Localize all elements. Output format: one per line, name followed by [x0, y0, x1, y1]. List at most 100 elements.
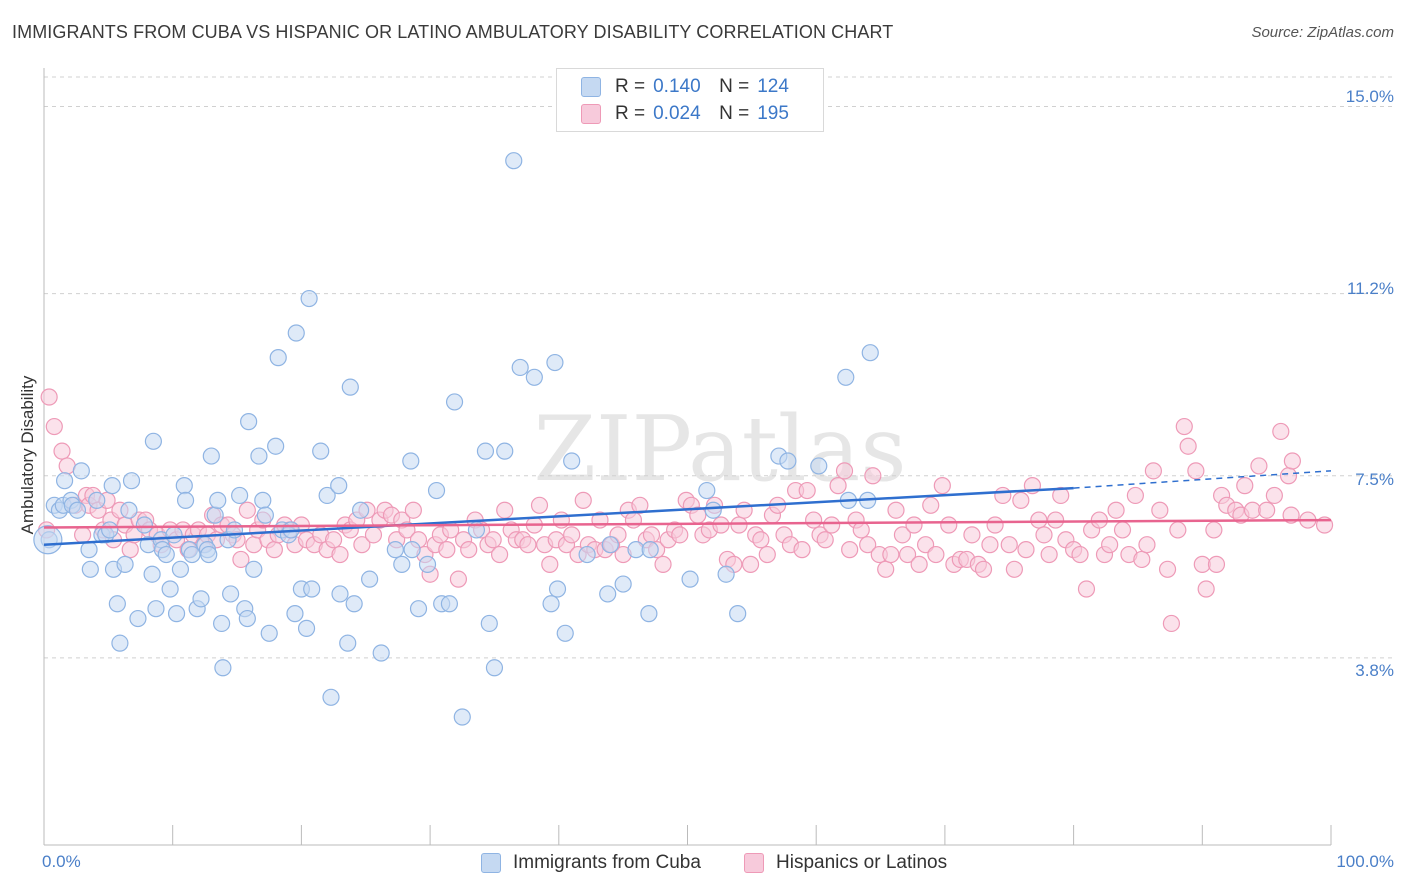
legend-label-cuba: Immigrants from Cuba	[513, 852, 701, 873]
point-hispanic-173	[1012, 491, 1030, 509]
pink-swatch-icon	[581, 104, 601, 124]
point-hispanic-76	[449, 570, 468, 588]
point-hispanic-44	[265, 541, 283, 559]
point-cuba-58	[254, 491, 272, 509]
point-cuba-38	[183, 545, 201, 564]
point-cuba-116	[704, 501, 722, 519]
point-hispanic-211	[1236, 477, 1254, 495]
point-cuba-83	[386, 541, 404, 559]
point-cuba-48	[214, 659, 232, 677]
point-cuba-87	[409, 600, 428, 618]
point-hispanic-150	[877, 560, 895, 578]
trendline-cuba	[43, 486, 1074, 546]
point-hispanic-190	[1113, 521, 1132, 539]
point-cuba-75	[330, 477, 348, 495]
point-hispanic-195	[1144, 462, 1162, 480]
point-cuba-98	[496, 442, 514, 460]
point-hispanic-152	[887, 501, 905, 519]
point-hispanic-154	[898, 545, 917, 564]
point-cuba-36	[176, 491, 195, 509]
point-cuba-109	[601, 536, 619, 554]
point-hispanic-193	[1133, 550, 1151, 569]
legend-label-hispanic: Hispanics or Latinos	[776, 852, 948, 873]
point-hispanic-84	[496, 501, 514, 519]
point-cuba-115	[698, 481, 716, 500]
point-hispanic-136	[793, 541, 811, 559]
point-hispanic-168	[981, 536, 999, 554]
point-cuba-33	[167, 605, 186, 623]
point-hispanic-158	[922, 496, 940, 514]
blue-swatch-icon	[581, 77, 601, 97]
y-tick-label-7-5: 7.5%	[1355, 470, 1394, 489]
point-hispanic-146	[852, 521, 870, 539]
x-tick-label-0: 0.0%	[42, 852, 81, 871]
point-hispanic-61	[364, 526, 383, 544]
point-cuba-97	[485, 659, 504, 677]
point-hispanic-183	[1071, 545, 1089, 564]
point-cuba-77	[339, 634, 357, 652]
point-hispanic-188	[1101, 536, 1119, 554]
point-hispanic-68	[404, 501, 422, 519]
point-cuba-106	[563, 452, 581, 470]
point-hispanic-98	[574, 491, 592, 509]
point-hispanic-153	[893, 526, 912, 544]
point-cuba-118	[729, 605, 747, 623]
point-hispanic-213	[1250, 457, 1268, 475]
trendline-cuba-extension	[1073, 470, 1332, 489]
point-hispanic-218	[1283, 452, 1301, 470]
point-hispanic-88	[519, 536, 537, 554]
point-cuba-15	[103, 477, 121, 495]
point-cuba-11	[88, 491, 106, 509]
point-hispanic-2	[45, 417, 63, 436]
point-cuba-9	[81, 560, 99, 578]
point-cuba-99	[505, 152, 523, 170]
point-hispanic-178	[1040, 545, 1058, 564]
point-cuba-17	[108, 595, 126, 613]
point-cuba-54	[238, 609, 256, 628]
bottom-legend-cuba: Immigrants from Cuba	[481, 852, 701, 874]
point-hispanic-147	[859, 536, 877, 554]
point-cuba-56	[245, 560, 263, 578]
point-hispanic-177	[1035, 526, 1053, 544]
point-hispanic-143	[835, 462, 854, 480]
point-cuba-43	[200, 545, 218, 564]
point-cuba-19	[116, 555, 134, 573]
point-cuba-46	[209, 491, 227, 509]
point-cuba-107	[578, 545, 596, 564]
n-label: N =	[719, 103, 750, 124]
point-hispanic-126	[735, 501, 753, 519]
point-hispanic-161	[940, 516, 958, 534]
point-hispanic-1	[40, 388, 58, 406]
point-hispanic-156	[910, 555, 928, 573]
y-tick-label-3-8: 3.8%	[1355, 661, 1394, 680]
bottom-legend-hispanic: Hispanics or Latinos	[744, 852, 947, 874]
point-cuba-50	[222, 585, 240, 603]
point-hispanic-216	[1272, 422, 1290, 441]
point-hispanic-194	[1138, 536, 1156, 554]
point-cuba-73	[318, 486, 336, 505]
point-cuba-70	[300, 289, 318, 308]
point-cuba-92	[445, 393, 464, 411]
point-hispanic-107	[624, 511, 643, 529]
point-hispanic-198	[1162, 614, 1181, 633]
point-cuba-47	[213, 614, 231, 633]
blue-swatch-icon	[481, 853, 501, 873]
point-cuba-105	[556, 624, 574, 642]
point-hispanic-172	[1005, 560, 1023, 578]
point-hispanic-17	[121, 541, 139, 559]
point-cuba-66	[286, 605, 304, 623]
point-cuba-78	[341, 378, 359, 396]
point-hispanic-127	[741, 555, 760, 573]
point-hispanic-197	[1158, 560, 1177, 578]
point-hispanic-200	[1175, 417, 1193, 436]
point-cuba-95	[476, 442, 495, 460]
pink-swatch-icon	[744, 853, 764, 873]
chart-title: IMMIGRANTS FROM CUBA VS HISPANIC OR LATI…	[12, 22, 894, 42]
point-cuba-102	[542, 595, 560, 613]
point-hispanic-83	[490, 545, 509, 564]
point-hispanic-59	[353, 536, 371, 554]
point-cuba-114	[681, 570, 699, 588]
point-hispanic-205	[1205, 521, 1223, 539]
point-hispanic-115	[671, 526, 689, 544]
